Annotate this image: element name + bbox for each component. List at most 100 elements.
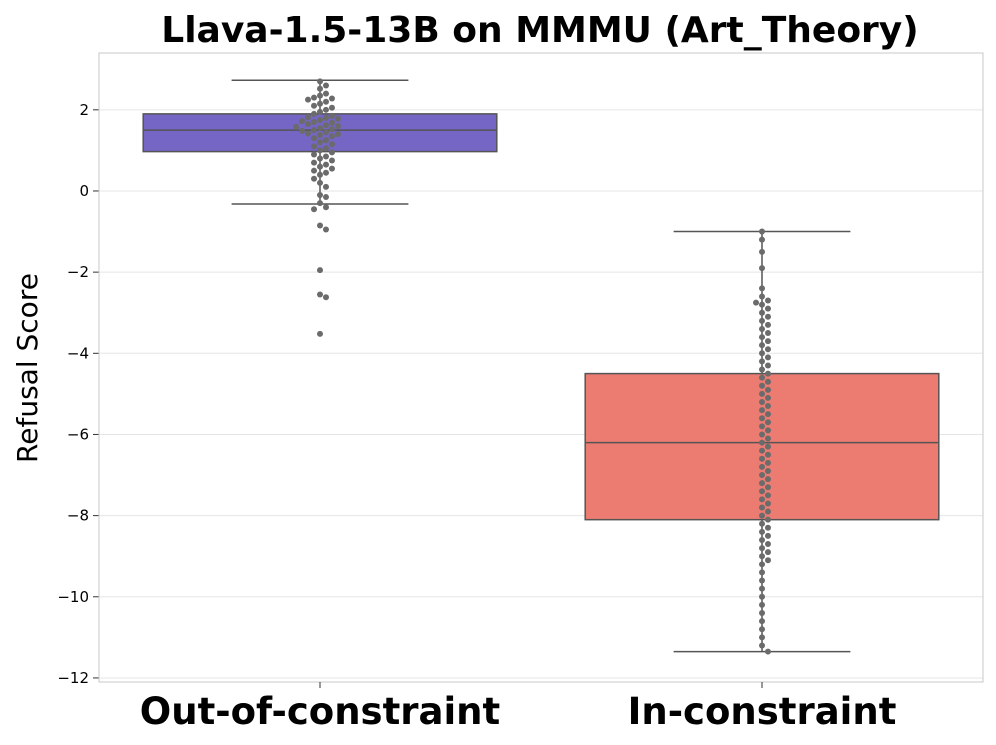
data-point [759, 325, 765, 332]
data-point [305, 121, 312, 128]
data-point [759, 236, 765, 243]
points-layer [293, 78, 771, 655]
data-point [764, 330, 771, 337]
data-point [317, 131, 323, 138]
data-point [322, 145, 329, 152]
data-point [317, 155, 323, 162]
data-point [764, 467, 771, 474]
chart-title: Llava-1.5-13B on MMMU (Art_Theory) [161, 10, 918, 51]
x-tick-label: Out-of-constraint [140, 690, 500, 733]
data-point [328, 119, 335, 126]
data-point [759, 439, 765, 446]
data-point [759, 265, 765, 272]
plot-frame [98, 52, 984, 683]
data-point [759, 350, 765, 357]
data-point [317, 85, 323, 92]
data-point [764, 386, 771, 393]
data-point [322, 161, 329, 168]
data-point [759, 512, 765, 519]
data-point [759, 642, 765, 649]
data-point [317, 179, 323, 186]
y-tick-label: −4 [67, 344, 89, 362]
data-point [311, 206, 318, 213]
data-point [759, 618, 765, 625]
data-point [328, 95, 335, 102]
data-point [322, 106, 329, 113]
data-point [764, 532, 771, 539]
data-point [328, 165, 335, 172]
data-point [759, 593, 765, 600]
data-point [311, 151, 318, 158]
data-point [764, 541, 771, 548]
data-point [759, 496, 765, 503]
data-point [759, 634, 765, 641]
data-point [759, 528, 765, 535]
y-tick-label: −12 [57, 669, 89, 687]
data-point [328, 133, 335, 140]
data-point [759, 472, 765, 479]
data-point [322, 114, 329, 121]
y-tick-label: −2 [67, 263, 89, 281]
data-point [764, 508, 771, 515]
data-point [317, 163, 323, 170]
data-point [759, 455, 765, 462]
data-point [759, 317, 765, 324]
data-point [322, 226, 329, 233]
data-point [764, 459, 771, 466]
data-point [759, 463, 765, 470]
data-point [759, 561, 765, 568]
data-point [759, 390, 765, 397]
data-point [311, 102, 318, 109]
data-point [322, 204, 329, 211]
data-point [764, 370, 771, 377]
data-point [317, 108, 323, 115]
data-point [328, 141, 335, 148]
data-point [759, 334, 765, 341]
data-point [764, 419, 771, 426]
data-point [317, 171, 323, 178]
data-point [317, 125, 323, 132]
data-point [317, 291, 323, 298]
data-point [759, 520, 765, 527]
data-point [759, 358, 765, 365]
data-point [322, 122, 329, 129]
data-point [759, 447, 765, 454]
y-tick-label: 2 [79, 101, 89, 119]
data-point [311, 127, 318, 134]
data-point [311, 167, 318, 174]
data-point [764, 321, 771, 328]
data-point [764, 338, 771, 345]
data-point [299, 127, 306, 134]
y-tick-label: −10 [57, 588, 89, 606]
data-point [317, 147, 323, 154]
y-axis-label: Refusal Score [11, 273, 44, 463]
data-point [764, 378, 771, 385]
data-point [322, 137, 329, 144]
data-point [759, 577, 765, 584]
data-point [759, 301, 765, 308]
data-point [764, 549, 771, 556]
data-point [764, 411, 771, 418]
x-tick-layer: Out-of-constraint In-constraint [140, 682, 897, 733]
data-point [328, 112, 335, 119]
data-point [322, 194, 329, 201]
data-point [311, 175, 318, 182]
data-point [759, 342, 765, 349]
data-point [305, 96, 312, 103]
data-point [759, 536, 765, 543]
data-point [759, 285, 765, 292]
data-point [322, 129, 329, 136]
data-point [328, 126, 335, 133]
axes-layer: 2 0 −2 −4 −6 −8 −10 −12 [57, 52, 984, 687]
data-point [764, 443, 771, 450]
data-point [759, 415, 765, 422]
data-point [759, 366, 765, 373]
data-point [317, 267, 323, 274]
y-tick-label: −8 [67, 507, 89, 525]
data-point [759, 569, 765, 576]
data-point [764, 362, 771, 369]
x-tick-label: In-constraint [628, 690, 897, 733]
data-point [317, 330, 323, 337]
data-point [317, 200, 323, 207]
